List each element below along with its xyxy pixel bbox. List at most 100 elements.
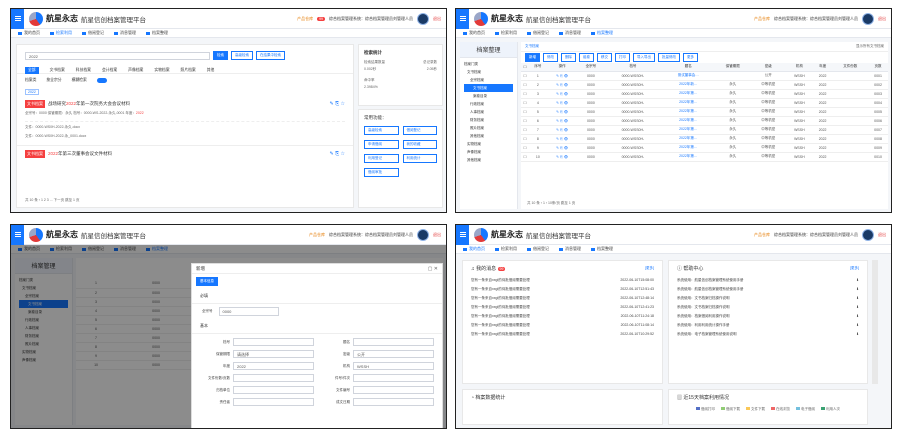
tree-node[interactable]: 行政档案 bbox=[470, 102, 484, 106]
advanced-search-button[interactable]: 高级检索 bbox=[231, 51, 253, 60]
avatar[interactable] bbox=[862, 228, 874, 241]
download-icon[interactable]: ⬇ bbox=[856, 323, 859, 327]
field-input[interactable] bbox=[353, 338, 434, 346]
field-input[interactable] bbox=[353, 398, 434, 406]
help-item[interactable]: 系统使用：档案借阅利用操作说明 ⬇ bbox=[677, 312, 859, 321]
table-row[interactable]: ☐ 3 ✎ ⎘ 👁 0000 0000-WSS0H- 2022年第… 永久 中等机密 WSSH 2… bbox=[521, 89, 888, 99]
pagination[interactable]: 共 10 条 ‹ 1 2 3 ... 下一页 跳至 1 页 bbox=[25, 198, 80, 202]
tree-node[interactable]: 其他档案 bbox=[467, 158, 481, 162]
year-chip[interactable]: 2022 bbox=[25, 89, 39, 95]
field-input[interactable]: 请选择 bbox=[233, 350, 314, 358]
field-input[interactable] bbox=[233, 386, 314, 394]
help-item[interactable]: 系统使用：航星信创档案管理系统使用手册 ⬇ bbox=[677, 276, 859, 285]
avatar[interactable] bbox=[417, 228, 429, 241]
row-checkbox[interactable]: ☐ bbox=[521, 98, 529, 108]
row-checkbox[interactable]: ☐ bbox=[521, 89, 529, 99]
quick-advanced-search[interactable]: 高级检索 bbox=[364, 126, 399, 135]
help-item[interactable]: 系统使用：电子档案管理系统使用说明 ⬇ bbox=[677, 330, 859, 339]
field-input[interactable] bbox=[353, 386, 434, 394]
message-item[interactable]: 您有一条来自xxgl的待批借阅需要处理 2022-06-10T10:29:52 bbox=[471, 330, 654, 339]
table-row[interactable]: ☐ 8 ✎ ⎘ 👁 0000 0000-WSS0H- 2022年第… 永久 中等机密 WSSH 2… bbox=[521, 134, 888, 144]
search-input[interactable]: 2022 bbox=[25, 51, 210, 60]
field-input[interactable]: 2022 bbox=[233, 362, 314, 370]
fonds-number-input[interactable]: 0000 bbox=[218, 307, 279, 316]
field-input[interactable] bbox=[233, 398, 314, 406]
filter-tab-all[interactable]: 全部 bbox=[25, 66, 39, 74]
filter-tab-zhaopian[interactable]: 照片档案 bbox=[180, 67, 196, 72]
quick-borrow-register[interactable]: 借阅登记 bbox=[402, 126, 437, 135]
product-store-link[interactable]: 产品仓库 bbox=[297, 15, 314, 21]
tab-borrow[interactable]: 借阅登记 bbox=[82, 30, 104, 36]
menu-icon[interactable] bbox=[11, 9, 24, 29]
message-item[interactable]: 您有一条来自xxgl的待批借阅需要处理 2022-06-10T11:24:18 bbox=[471, 312, 654, 321]
row-checkbox[interactable]: ☐ bbox=[521, 107, 529, 117]
tree-node[interactable]: 照片档案 bbox=[470, 126, 484, 130]
message-item[interactable]: 您有一条来自xxgl的待批借阅需要处理 2022-06-10T12:51:43 bbox=[471, 285, 654, 294]
tree-node[interactable]: 照片档案 bbox=[25, 342, 39, 346]
row-checkbox[interactable]: ☐ bbox=[521, 143, 529, 153]
column-header[interactable]: 机构 bbox=[786, 63, 813, 72]
menu-icon[interactable] bbox=[456, 225, 469, 245]
tab-message[interactable]: 消息管理 bbox=[559, 30, 581, 36]
menu-icon[interactable] bbox=[11, 225, 24, 245]
tab-borrow[interactable]: 借阅登记 bbox=[82, 246, 104, 252]
download-icon[interactable]: ⬇ bbox=[856, 287, 859, 291]
tree-node[interactable]: 全宗档案 bbox=[470, 78, 484, 82]
tab-borrow[interactable]: 借阅登记 bbox=[527, 246, 549, 252]
avatar[interactable] bbox=[862, 12, 874, 25]
tab-archive[interactable]: 档案整理 bbox=[591, 246, 613, 252]
legend-item[interactable]: 文件下载 bbox=[746, 407, 765, 412]
row-actions[interactable]: ✎ ⎘ 👁 bbox=[546, 116, 578, 126]
search-in-results-button[interactable]: 在结果中检索 bbox=[256, 51, 285, 60]
field-input[interactable]: 公开 bbox=[353, 350, 434, 358]
column-header[interactable]: 密级 bbox=[750, 63, 787, 72]
table-row[interactable]: ☐ 7 ✎ ⎘ 👁 0000 0000-WSS0H- 2022年第… 永久 中等机密 WSSH 2… bbox=[521, 125, 888, 135]
table-row[interactable]: ☐ 9 ✎ ⎘ 👁 0000 0000-WSS0H- 2022年第… 永久 中等机密 WSSH 2… bbox=[521, 143, 888, 153]
help-item[interactable]: 系统使用：航星信创档案管理系统使用手册 ⬇ bbox=[677, 285, 859, 294]
product-store-link[interactable]: 产品仓库 bbox=[309, 231, 325, 237]
tab-home[interactable]: 我的首页 bbox=[463, 30, 485, 36]
row-actions[interactable]: ✎ ⎘ 👁 bbox=[546, 71, 578, 81]
quick-borrow-approve[interactable]: 借阅审批 bbox=[364, 168, 399, 177]
avatar[interactable] bbox=[417, 12, 429, 25]
tree-node[interactable]: 实物档案 bbox=[22, 350, 36, 354]
tree-node[interactable]: 声像档案 bbox=[467, 150, 481, 154]
result-actions-icon[interactable]: ✎ ⎘ ☆ bbox=[329, 151, 345, 157]
quick-use-stats[interactable]: 利用统计 bbox=[402, 154, 437, 163]
field-input[interactable]: WSSH bbox=[353, 362, 434, 370]
tab-message[interactable]: 消息管理 bbox=[559, 246, 581, 252]
download-icon[interactable]: ⬇ bbox=[856, 332, 859, 336]
tree-node[interactable]: 人事档案 bbox=[470, 110, 484, 114]
table-row[interactable]: ☐ 1 ✎ ⎘ 👁 0000 0000-WSS0H- 测试董事会… 公开 WSSH 2022 00… bbox=[521, 71, 888, 81]
message-item[interactable]: 您有一条来自xxgl的待批借阅需要处理 2022-06-10T12:48:14 bbox=[471, 294, 654, 303]
filter-tab-shengxiang[interactable]: 声像档案 bbox=[128, 67, 144, 72]
download-icon[interactable]: ⬇ bbox=[856, 314, 859, 318]
attached-file[interactable]: 文件：0000-WS0H-2022-永久.docx bbox=[25, 121, 345, 130]
legend-item[interactable]: 电子借阅 bbox=[796, 407, 815, 412]
tab-home[interactable]: 我的首页 bbox=[463, 246, 485, 252]
message-item[interactable]: 您有一条来自xxgl的待批借阅需要处理 2022-06-10T12:41:23 bbox=[471, 303, 654, 312]
tab-search[interactable]: 检索利用 bbox=[495, 246, 517, 252]
field-input[interactable] bbox=[353, 374, 434, 382]
row-actions[interactable]: ✎ ⎘ 👁 bbox=[546, 125, 578, 135]
column-header[interactable]: 页数 bbox=[868, 63, 888, 72]
column-header[interactable]: 全宗号 bbox=[577, 63, 605, 72]
legend-item[interactable]: 利用人次 bbox=[821, 407, 840, 412]
result-title[interactable]: 2022年第三次董事会议文件材料 bbox=[48, 151, 113, 156]
help-item[interactable]: 系统使用：文书档案归档操作说明 ⬇ bbox=[677, 303, 859, 312]
filter-tab-keji[interactable]: 科技档案 bbox=[75, 67, 91, 72]
help-item[interactable]: 系统使用：文书档案归档操作说明 ⬇ bbox=[677, 294, 859, 303]
close-icon[interactable]: ▢ ✕ bbox=[427, 265, 438, 272]
quick-use-register[interactable]: 利用登记 bbox=[364, 154, 399, 163]
help-item[interactable]: 系统使用：利用利用统计操作手册 ⬇ bbox=[677, 321, 859, 330]
row-actions[interactable]: ✎ ⎘ 👁 bbox=[546, 107, 578, 117]
table-row[interactable]: ☐ 6 ✎ ⎘ 👁 0000 0000-WSS0H- 2022年第… 永久 中等机密 WSSH 2… bbox=[521, 116, 888, 126]
field-input[interactable] bbox=[233, 338, 314, 346]
row-checkbox[interactable]: ☐ bbox=[521, 116, 529, 126]
tab-archive[interactable]: 档案整理 bbox=[591, 30, 613, 36]
filter-tab-kuaiji[interactable]: 会计档案 bbox=[101, 67, 118, 72]
tab-borrow[interactable]: 借阅登记 bbox=[527, 30, 549, 36]
show-all-checkbox[interactable]: 显示所有文书档案 bbox=[856, 44, 884, 48]
row-checkbox[interactable]: ☐ bbox=[521, 80, 529, 90]
column-header[interactable]: 档号 bbox=[604, 63, 662, 72]
